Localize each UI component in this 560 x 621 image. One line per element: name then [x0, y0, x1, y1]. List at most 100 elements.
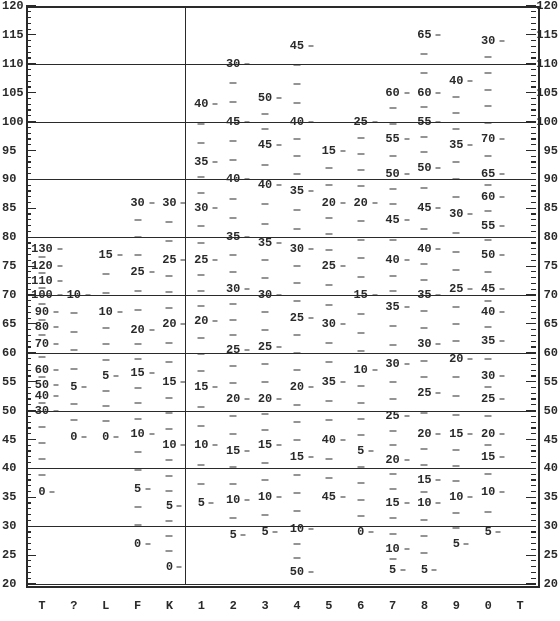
scale-dash [357, 276, 364, 277]
scale-dash [325, 250, 332, 251]
y-tick-left [26, 387, 31, 388]
y-tick-right [531, 520, 536, 521]
profile-value: 15 [226, 445, 240, 457]
value-dash [340, 202, 345, 203]
scale-dash [230, 198, 237, 199]
y-tick-left [26, 161, 31, 162]
y-tick-right [531, 456, 536, 457]
profile-value: 0 [102, 431, 109, 443]
scale-dash [325, 185, 332, 186]
scale-dash [389, 189, 396, 190]
scale-dash [166, 490, 173, 491]
profile-value: 50 [258, 92, 272, 104]
value-dash [500, 173, 505, 174]
profile-value: 10 [481, 486, 495, 498]
value-dash [340, 150, 345, 151]
value-dash [400, 569, 405, 570]
profile-value: 110 [31, 275, 53, 287]
y-label-right: 25 [544, 549, 558, 561]
scale-dash [262, 223, 269, 224]
scale-dash [453, 377, 460, 378]
value-dash [177, 566, 182, 567]
y-tick-right [526, 208, 536, 209]
value-dash [117, 254, 122, 255]
value-dash [404, 503, 409, 504]
scale-dash [357, 170, 364, 171]
scale-dash [230, 382, 237, 383]
profile-value: 0 [357, 526, 364, 538]
profile-value: 60 [35, 364, 49, 376]
scale-dash [38, 287, 45, 288]
value-dash [500, 225, 505, 226]
gridline [26, 584, 536, 585]
scale-dash [230, 140, 237, 141]
y-tick-left [26, 404, 31, 405]
value-dash [368, 531, 373, 532]
profile-value: 25 [258, 341, 272, 353]
y-label-right: 110 [536, 58, 558, 70]
scale-dash [262, 312, 269, 313]
scale-dash [325, 420, 332, 421]
profile-value: 5 [230, 529, 237, 541]
scale-dash [198, 225, 205, 226]
y-tick-left [26, 566, 31, 567]
y-tick-right [531, 289, 536, 290]
profile-value: 30 [417, 338, 431, 350]
scale-dash [421, 327, 428, 328]
y-label-left: 70 [2, 289, 16, 301]
y-tick-left [26, 127, 31, 128]
scale-dash [453, 97, 460, 98]
scale-dash [453, 270, 460, 271]
scale-dash [293, 300, 300, 301]
scale-dash [198, 483, 205, 484]
value-dash [308, 248, 313, 249]
y-tick-right [531, 427, 536, 428]
y-tick-left [26, 306, 31, 307]
profile-value: 5 [166, 500, 173, 512]
scale-dash [38, 459, 45, 460]
y-label-right: 55 [544, 376, 558, 388]
scale-dash [357, 402, 364, 403]
y-tick-right [526, 63, 536, 64]
y-label-right: 95 [544, 145, 558, 157]
value-dash [432, 569, 437, 570]
scale-dash [38, 303, 45, 304]
y-tick-right [531, 115, 536, 116]
gridline [26, 237, 536, 238]
value-dash [404, 173, 409, 174]
scale-dash [230, 319, 237, 320]
profile-value: 20 [417, 428, 431, 440]
column-label: 0 [485, 600, 492, 612]
value-dash [245, 349, 250, 350]
value-dash [277, 242, 282, 243]
y-tick-left [26, 514, 31, 515]
scale-dash [389, 559, 396, 560]
profile-value: 60 [417, 87, 431, 99]
value-dash [468, 358, 473, 359]
y-tick-right [531, 127, 536, 128]
scale-dash [134, 403, 141, 404]
value-dash [53, 312, 58, 313]
y-tick-right [531, 277, 536, 278]
scale-dash [166, 536, 173, 537]
profile-value: 35 [194, 156, 208, 168]
scale-dash [198, 406, 205, 407]
scale-dash [262, 204, 269, 205]
y-tick-right [531, 254, 536, 255]
profile-value: 20 [130, 324, 144, 336]
profile-value: 45 [258, 139, 272, 151]
value-dash [468, 144, 473, 145]
y-tick-left [26, 583, 36, 584]
scale-dash [389, 325, 396, 326]
y-tick-right [531, 306, 536, 307]
value-dash [500, 399, 505, 400]
y-tick-right [526, 497, 536, 498]
y-tick-left [26, 352, 36, 353]
profile-value: 40 [481, 306, 495, 318]
y-tick-left [26, 318, 31, 319]
scale-dash [421, 491, 428, 492]
scale-dash [293, 557, 300, 558]
y-tick-right [531, 86, 536, 87]
scale-dash [293, 229, 300, 230]
y-tick-right [531, 23, 536, 24]
